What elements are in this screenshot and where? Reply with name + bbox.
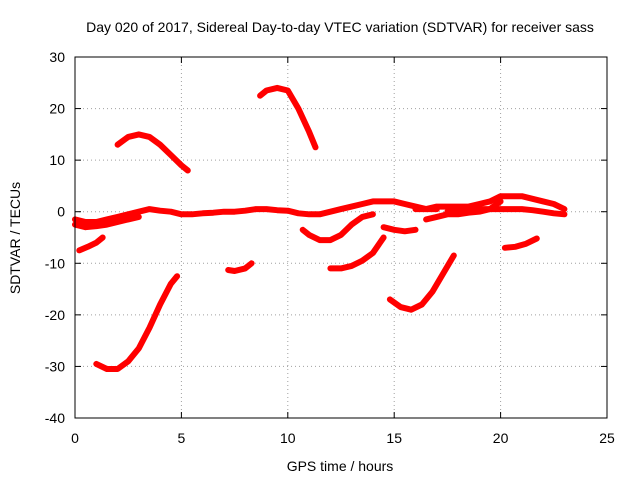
y-tick-label: -20	[45, 307, 65, 323]
data-series-arc-afternoon-a	[299, 211, 376, 244]
x-tick-label: 5	[178, 430, 186, 446]
y-axis-label: SDTVAR / TECUs	[7, 182, 23, 294]
y-tick-label: 10	[49, 152, 65, 168]
data-series-arc-early-low	[93, 273, 181, 372]
data-series-arc-midday-high	[257, 84, 319, 151]
x-axis-label: GPS time / hours	[287, 458, 394, 474]
data-series-arc-afternoon-b	[327, 234, 387, 272]
data-series-segment-late	[501, 235, 540, 251]
x-tick-label: 10	[280, 430, 296, 446]
data-series-baseline-b	[72, 213, 142, 231]
y-tick-label: 30	[49, 49, 65, 65]
x-tick-label: 0	[71, 430, 79, 446]
data-series-segment-afternoon	[380, 224, 419, 235]
series-layer	[72, 84, 568, 372]
x-tick-label: 25	[599, 430, 615, 446]
data-series-baseline-a	[72, 198, 440, 225]
data-series-baseline-d	[444, 206, 568, 218]
y-tick-label: -30	[45, 358, 65, 374]
axis-layer: 0 5 10 15 20 25 -40 -30 -20 -10 0 10 20 30	[45, 49, 615, 446]
data-series-baseline-c	[412, 193, 568, 213]
data-series-segment-morning	[225, 260, 255, 274]
chart-title: Day 020 of 2017, Sidereal Day-to-day VTE…	[86, 19, 594, 35]
y-tick-label: 20	[49, 101, 65, 117]
x-tick-label: 20	[493, 430, 509, 446]
x-tick-label: 15	[386, 430, 402, 446]
data-series-segment-early-left	[76, 234, 106, 254]
y-tick-label: -10	[45, 255, 65, 271]
y-tick-label: -40	[45, 410, 65, 426]
data-series-arc-evening-low	[386, 252, 457, 313]
data-series-baseline-e	[423, 198, 504, 223]
plot-frame	[74, 56, 608, 419]
y-tick-label: 0	[57, 204, 65, 220]
data-series-arc-early-high	[114, 131, 191, 174]
